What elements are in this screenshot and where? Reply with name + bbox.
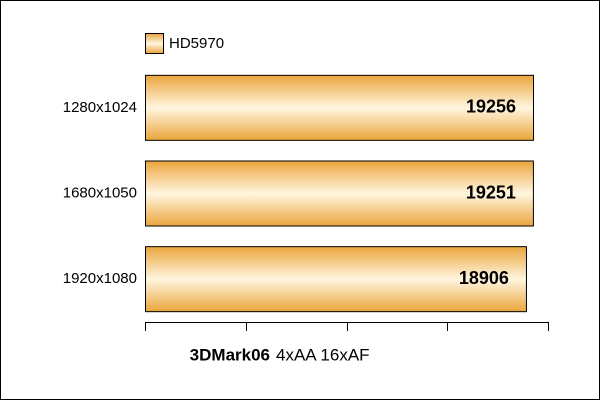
legend-label: HD5970 xyxy=(169,35,224,52)
value-label: 19256 xyxy=(466,97,516,117)
bar xyxy=(145,246,527,313)
bar xyxy=(145,160,534,227)
x-axis-title-detail: 4xAA 16xAF xyxy=(276,345,370,364)
x-axis-title-main: 3DMark06 xyxy=(190,345,270,364)
value-label: 19251 xyxy=(466,182,516,202)
y-tick-label: 1680x1050 xyxy=(63,184,137,201)
bar xyxy=(145,74,535,141)
legend-swatch xyxy=(145,33,164,54)
y-tick-label: 1920x1080 xyxy=(63,270,137,287)
value-label: 18906 xyxy=(459,268,509,288)
y-tick-label: 1280x1024 xyxy=(63,99,137,116)
